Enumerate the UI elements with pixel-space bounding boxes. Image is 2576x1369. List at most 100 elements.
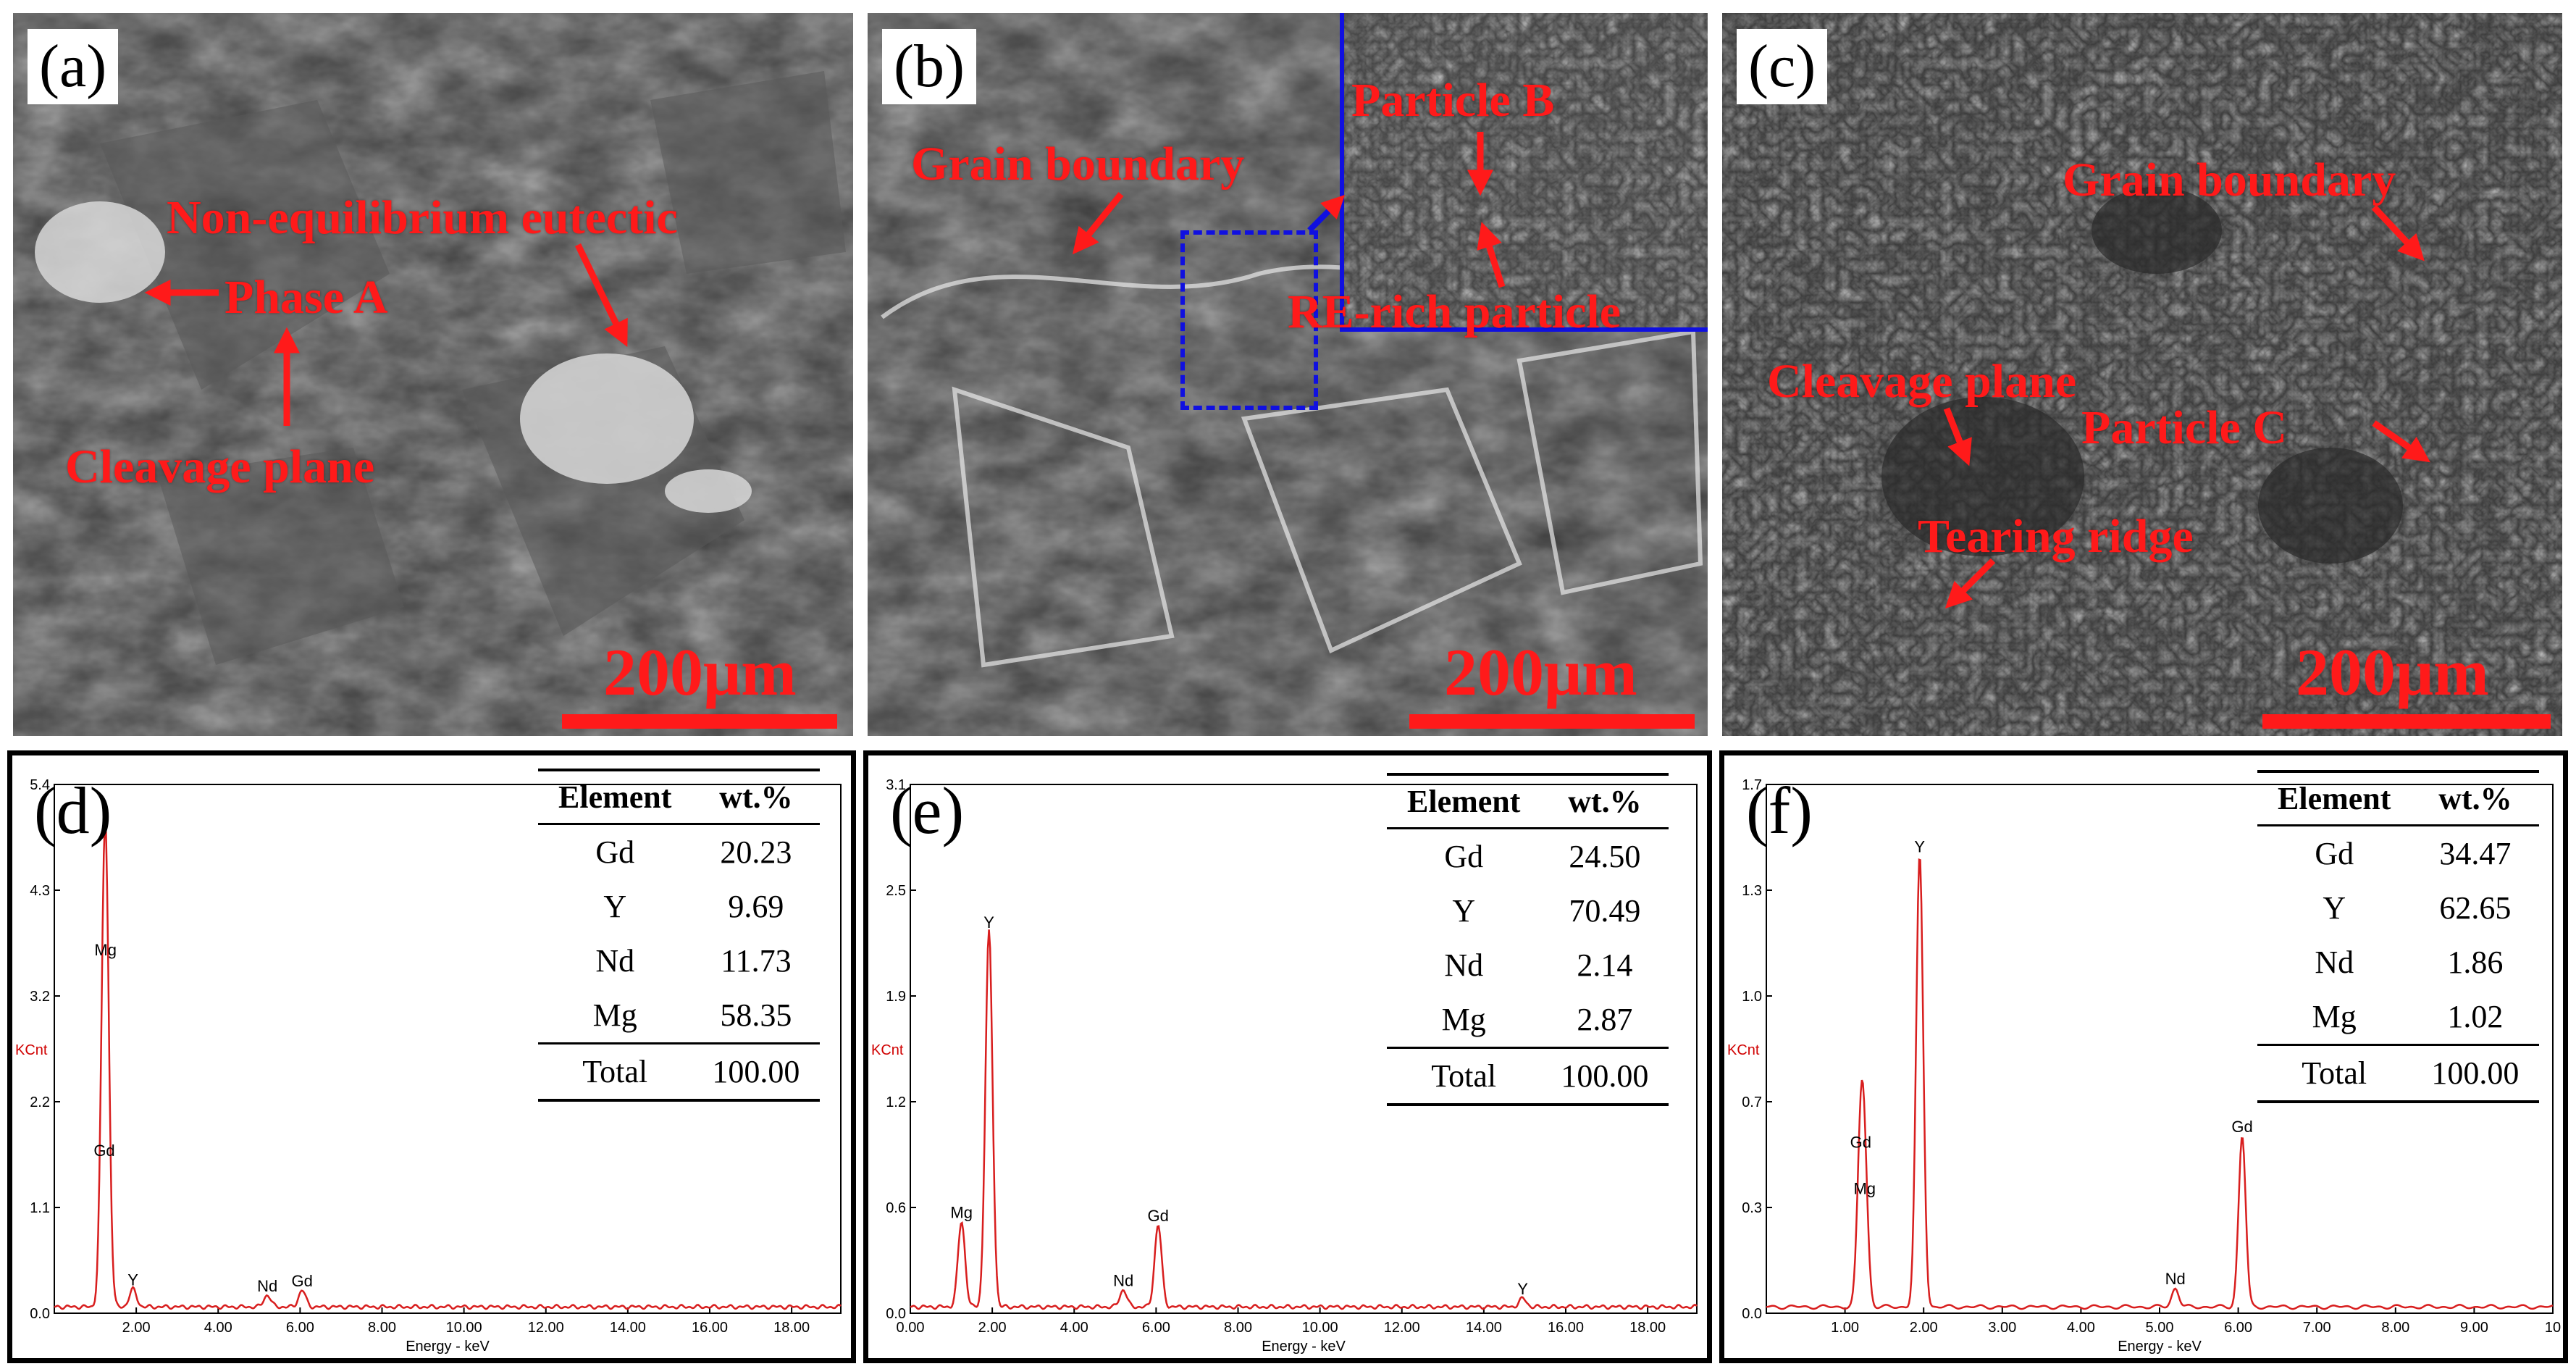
scale-label-a: 200μm bbox=[603, 635, 797, 709]
x-tick-label: 1.00 bbox=[1831, 1320, 1859, 1336]
y-tick-label: 2.5 bbox=[886, 883, 906, 899]
sem-texture-c bbox=[1722, 13, 2562, 736]
table-header-element: Element bbox=[1387, 773, 1541, 829]
label-cleavage-c: Cleavage plane bbox=[1767, 355, 2077, 408]
eds-panel-e: 0.0 0.6 1.2 1.9 2.5 3.1 0.00 2.00 4.00 6.00 8.00 10… bbox=[863, 750, 1712, 1363]
x-tick-label: 14.00 bbox=[1466, 1320, 1502, 1336]
table-header-wt: wt.% bbox=[2411, 770, 2540, 826]
plot-frame bbox=[910, 784, 1698, 1314]
x-tick-label: 8.00 bbox=[1224, 1320, 1252, 1336]
x-tick-label: 18.00 bbox=[1629, 1320, 1666, 1336]
x-tick-label: 16.00 bbox=[692, 1320, 728, 1336]
x-axis-label: Energy - keV bbox=[2118, 1339, 2202, 1355]
eds-plot-f: 0.0 0.3 0.7 1.0 1.3 1.7 1.00 2.00 3.00 4.00 5.00 6.… bbox=[1727, 777, 2561, 1355]
table-total-row: Total 100.00 bbox=[1387, 1047, 1669, 1106]
scale-label-c: 200μm bbox=[2296, 635, 2489, 709]
y-tick-label: 1.7 bbox=[1742, 777, 1762, 793]
inset-texture-b bbox=[1344, 13, 1708, 327]
table-cell: Y bbox=[603, 889, 627, 924]
x-tick-label: 4.00 bbox=[204, 1320, 232, 1336]
y-tick-label: 0.0 bbox=[1742, 1306, 1762, 1322]
panel-letter-a: (a) bbox=[28, 29, 119, 104]
panel-letter-b: (b) bbox=[882, 29, 976, 104]
scale-bar-b bbox=[1409, 714, 1695, 729]
table-cell: Gd bbox=[1444, 839, 1484, 874]
table-row: Nd 1.86 bbox=[2257, 935, 2539, 989]
table-cell: Nd bbox=[1444, 947, 1484, 983]
eds-letter-e: (e) bbox=[890, 774, 965, 847]
table-row: Gd 20.23 bbox=[538, 824, 820, 880]
scale-bar-c bbox=[2262, 714, 2551, 729]
x-tick-label: 10.00 bbox=[1302, 1320, 1338, 1336]
y-tick-label: 1.9 bbox=[886, 989, 906, 1005]
table-row: Y 62.65 bbox=[2257, 881, 2539, 935]
y-tick-label: 0.0 bbox=[30, 1306, 50, 1322]
y-tick-label: 0.6 bbox=[886, 1200, 906, 1216]
table-cell: Total bbox=[538, 1042, 692, 1102]
label-particle-b: Particle B bbox=[1351, 74, 1555, 127]
table-cell: Nd bbox=[595, 943, 635, 979]
x-tick-label: 4.00 bbox=[2067, 1320, 2095, 1336]
x-tick-label: 10 bbox=[2545, 1320, 2561, 1336]
x-tick-label: 9.00 bbox=[2460, 1320, 2488, 1336]
table-cell: Gd bbox=[595, 834, 635, 870]
table-cell: Gd bbox=[2315, 836, 2354, 871]
label-eutectic: Non-equilibrium eutectic bbox=[167, 191, 678, 244]
x-axis-label: Energy - keV bbox=[1262, 1339, 1346, 1355]
x-tick-label: 16.00 bbox=[1548, 1320, 1584, 1336]
label-phase-a: Phase A bbox=[225, 271, 388, 324]
table-row: Gd 34.47 bbox=[2257, 826, 2539, 882]
y-axis-label: KCnt bbox=[15, 1042, 48, 1058]
table-header-wt: wt.% bbox=[1540, 773, 1669, 829]
sem-panel-b: (b) Grain boundary Particle B RE-rich pa… bbox=[868, 13, 1708, 736]
x-axis-label: Energy - keV bbox=[406, 1339, 490, 1355]
table-cell: 11.73 bbox=[721, 943, 792, 979]
table-cell: Y bbox=[2323, 890, 2346, 926]
peak-label: Gd bbox=[1850, 1133, 1871, 1151]
x-tick-label: 6.00 bbox=[1142, 1320, 1170, 1336]
y-tick-label: 1.1 bbox=[30, 1200, 50, 1216]
table-cell: 9.69 bbox=[728, 889, 784, 924]
inset-b bbox=[1340, 13, 1708, 332]
plot-frame bbox=[54, 784, 842, 1314]
x-tick-label: 8.00 bbox=[368, 1320, 396, 1336]
x-tick-label: 12.00 bbox=[1384, 1320, 1420, 1336]
label-re-rich: RE-rich particle bbox=[1288, 285, 1621, 338]
table-cell: 70.49 bbox=[1569, 893, 1641, 929]
sem-texture-a bbox=[13, 13, 853, 736]
table-total-row: Total 100.00 bbox=[538, 1042, 821, 1102]
x-tick-label: 14.00 bbox=[610, 1320, 646, 1336]
table-row: Mg 58.35 bbox=[538, 988, 820, 1044]
label-grain-boundary-b: Grain boundary bbox=[911, 138, 1245, 191]
y-axis-label: KCnt bbox=[1727, 1042, 1760, 1058]
peak-label: Gd bbox=[2231, 1118, 2252, 1136]
y-tick-label: 0.0 bbox=[886, 1306, 906, 1322]
table-row: Nd 11.73 bbox=[538, 934, 820, 988]
table-cell: Mg bbox=[592, 997, 637, 1033]
y-tick-label: 5.4 bbox=[30, 777, 50, 793]
peak-label: Nd bbox=[1113, 1271, 1133, 1289]
eds-plot-d: 0.0 1.1 2.2 3.2 4.3 5.4 2.00 4.00 6.00 8.00 10.00 1… bbox=[15, 777, 842, 1355]
eds-letter-d: (d) bbox=[34, 774, 112, 847]
label-particle-c: Particle C bbox=[2081, 401, 2288, 454]
composition-table-d: Element wt.% Gd 20.23 Y 9.69 Nd 11.73 Mg 58.3… bbox=[538, 769, 821, 1102]
eds-panel-f: 0.0 0.3 0.7 1.0 1.3 1.7 1.00 2.00 3.00 4.00 5.00 6.… bbox=[1719, 750, 2568, 1363]
peak-label: Gd bbox=[292, 1272, 313, 1290]
table-cell: 20.23 bbox=[720, 834, 792, 870]
peak-label: Mg bbox=[94, 941, 117, 959]
y-tick-label: 0.7 bbox=[1742, 1094, 1762, 1110]
table-cell: 2.14 bbox=[1577, 947, 1633, 983]
composition-table-e: Element wt.% Gd 24.50 Y 70.49 Nd 2.14 Mg 2.87… bbox=[1387, 773, 1669, 1106]
table-cell: 58.35 bbox=[720, 997, 792, 1033]
peak-label: Y bbox=[983, 913, 994, 931]
peak-label: Y bbox=[127, 1271, 138, 1289]
eds-letter-f: (f) bbox=[1746, 774, 1813, 847]
x-tick-label: 6.00 bbox=[2224, 1320, 2252, 1336]
x-tick-label: 4.00 bbox=[1060, 1320, 1088, 1336]
table-cell: Total bbox=[2257, 1044, 2412, 1103]
peak-label: Mg bbox=[1853, 1180, 1876, 1198]
peak-label: Mg bbox=[950, 1203, 973, 1221]
table-row: Mg 2.87 bbox=[1387, 992, 1669, 1048]
x-tick-label: 7.00 bbox=[2303, 1320, 2331, 1336]
table-cell: Mg bbox=[1441, 1002, 1486, 1037]
